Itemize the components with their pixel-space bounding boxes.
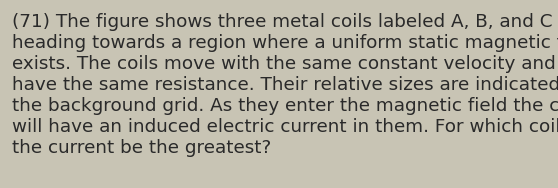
Text: heading towards a region where a uniform static magnetic field: heading towards a region where a uniform… (12, 34, 558, 52)
Text: exists. The coils move with the same constant velocity and all: exists. The coils move with the same con… (12, 55, 558, 73)
Text: the background grid. As they enter the magnetic field the coils: the background grid. As they enter the m… (12, 97, 558, 115)
Text: will have an induced electric current in them. For which coil will: will have an induced electric current in… (12, 118, 558, 136)
Text: have the same resistance. Their relative sizes are indicated by: have the same resistance. Their relative… (12, 76, 558, 94)
Text: the current be the greatest?: the current be the greatest? (12, 139, 272, 157)
Text: (71) The figure shows three metal coils labeled A, B, and C: (71) The figure shows three metal coils … (12, 13, 553, 31)
